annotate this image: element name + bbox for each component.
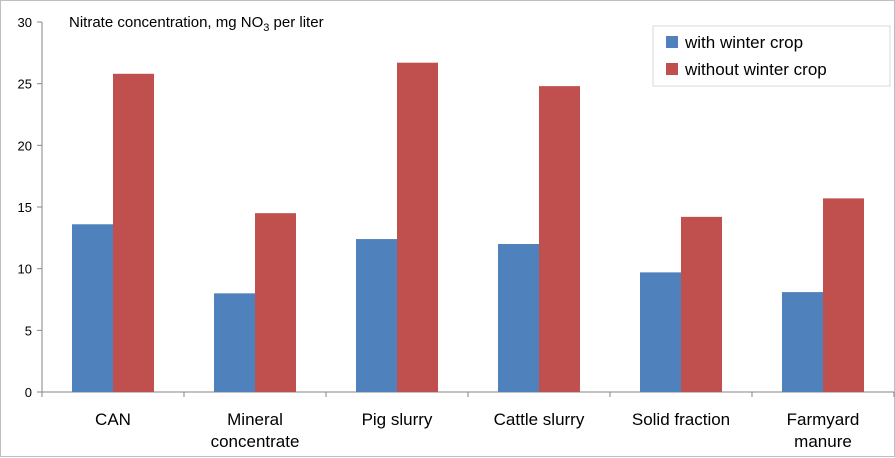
- chart-title-main: Nitrate concentration, mg NO: [69, 14, 263, 31]
- y-tick-label: 15: [18, 200, 32, 215]
- x-category-label: concentrate: [211, 432, 300, 451]
- bar-with-winter-crop-0: [72, 224, 113, 392]
- bar-without-winter-crop-0: [113, 73, 154, 393]
- bar-with-winter-crop-5: [782, 292, 823, 392]
- bar-with-winter-crop-3: [498, 244, 539, 392]
- legend-swatch: [666, 36, 678, 48]
- bar-without-winter-crop-5: [823, 198, 864, 392]
- bar-with-winter-crop-2: [356, 239, 397, 392]
- x-category-label: CAN: [95, 410, 131, 429]
- legend-swatch: [666, 63, 678, 75]
- x-category-label: Solid fraction: [632, 410, 730, 429]
- bar-with-winter-crop-4: [640, 272, 681, 392]
- x-category-label: Mineral: [227, 410, 283, 429]
- x-category-label: manure: [794, 432, 852, 451]
- bar-with-winter-crop-1: [214, 293, 255, 392]
- y-tick-label: 30: [18, 15, 32, 30]
- legend-label: without winter crop: [684, 60, 827, 79]
- chart-title-tail: per liter: [269, 14, 323, 31]
- x-category-label: Farmyard: [787, 410, 860, 429]
- bar-without-winter-crop-3: [539, 86, 580, 392]
- bar-without-winter-crop-2: [397, 62, 438, 392]
- x-category-label: Cattle slurry: [494, 410, 585, 429]
- chart-title-subscript: 3: [263, 22, 269, 34]
- y-tick-label: 20: [18, 138, 32, 153]
- x-category-label: Pig slurry: [362, 410, 433, 429]
- y-tick-label: 5: [25, 323, 32, 338]
- bar-without-winter-crop-1: [255, 213, 296, 392]
- legend-label: with winter crop: [684, 33, 803, 52]
- chart-title: Nitrate concentration, mg NO3 per liter: [69, 14, 324, 34]
- bar-without-winter-crop-4: [681, 216, 722, 392]
- y-tick-label: 10: [18, 262, 32, 277]
- y-tick-label: 0: [25, 385, 32, 400]
- y-tick-label: 25: [18, 77, 32, 92]
- legend-box: [652, 25, 891, 87]
